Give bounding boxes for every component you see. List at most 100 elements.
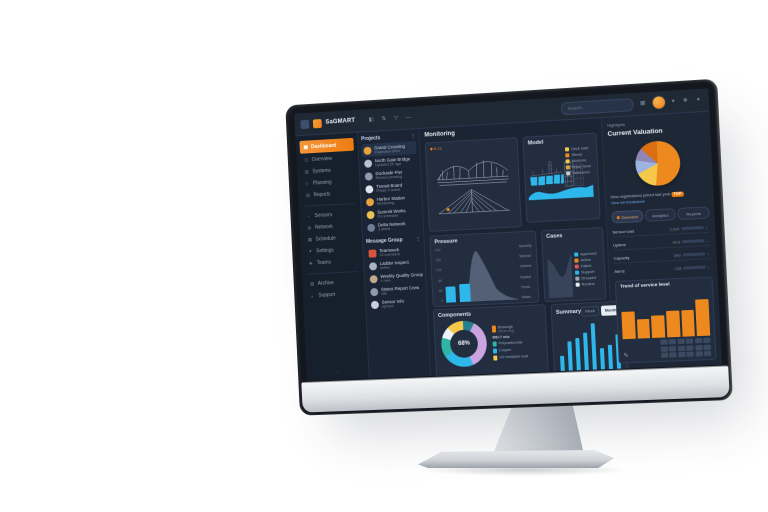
- dashboard-body: ▣ Dashboard ◳ Overview ▤ Systems ◇ Planning…: [295, 111, 722, 381]
- grid-cell: [660, 352, 668, 358]
- components-donut: 68%: [440, 319, 488, 368]
- legend-label: Stress: [571, 152, 583, 158]
- table-row[interactable]: Alerts 128 ↓: [614, 264, 710, 274]
- team-sub: online: [379, 265, 390, 271]
- project-avatar: [363, 146, 372, 155]
- sidebar-item-support[interactable]: ◖ Support: [307, 289, 361, 301]
- legend-label: Deck load: [571, 146, 589, 152]
- pressure-card[interactable]: Pressure 200 160 120 80 40 0: [429, 230, 540, 308]
- topbar-right: ▦ ▾ ❖ ✦: [561, 93, 703, 116]
- bar: [583, 332, 590, 375]
- nav-icon-3[interactable]: ▽: [393, 115, 399, 122]
- logo-square-icon: [300, 119, 310, 129]
- bar: [621, 311, 636, 340]
- team-avatar: [368, 248, 377, 258]
- sidebar-item-archive[interactable]: ▧ Archive: [306, 277, 360, 289]
- project-avatar: [365, 197, 375, 206]
- bar: [551, 256, 554, 298]
- edit-icon[interactable]: ✎: [623, 353, 629, 360]
- bridge-drawings-card[interactable]: ◆ B-12: [424, 137, 522, 232]
- share-icon[interactable]: ❖: [682, 97, 688, 105]
- table-row[interactable]: Capacity 640 ↑: [613, 249, 712, 264]
- network-icon: ◍: [307, 225, 312, 231]
- row-charts: Pressure 200 160 120 80 40 0: [429, 226, 607, 308]
- label: Systems: [312, 167, 332, 175]
- dashboard-icon: ▣: [303, 143, 309, 151]
- avatar[interactable]: [651, 95, 666, 111]
- teams-menu-icon[interactable]: ⋮: [415, 236, 421, 243]
- bar: [564, 274, 566, 298]
- team-row[interactable]: Sensor Info synced: [369, 296, 424, 311]
- sidebar-divider: [307, 271, 358, 275]
- sidebar: ▣ Dashboard ◳ Overview ▤ Systems ◇ Planning…: [295, 132, 370, 381]
- sidebar-item-sensors[interactable]: ◔ Sensors: [303, 209, 357, 222]
- model-card[interactable]: Model: [522, 132, 601, 223]
- sidebar-item-teams[interactable]: ◈ Teams: [305, 256, 359, 268]
- sidebar-scroll-dots[interactable]: ··: [335, 369, 340, 376]
- nav-icon-4[interactable]: —: [405, 114, 412, 121]
- components-card[interactable]: Components 68% Bearings Steel ring: [432, 304, 550, 381]
- bar: [575, 338, 582, 375]
- apps-icon[interactable]: ✦: [695, 96, 701, 104]
- donut-center-label: 68%: [457, 340, 471, 348]
- project-avatar: [365, 184, 374, 194]
- project-sub: 3 alerts: [378, 226, 391, 232]
- project-avatar: [364, 159, 373, 168]
- team-sub: synced: [381, 304, 394, 309]
- projects-menu-icon[interactable]: ⋮: [410, 133, 416, 140]
- project-avatar: [366, 210, 375, 219]
- tab-reports[interactable]: Reports: [677, 206, 710, 221]
- bar: [459, 283, 471, 303]
- project-sub: Updated 2h ago: [374, 161, 402, 168]
- project-sub: Phase 2 active: [376, 187, 401, 193]
- caret-icon[interactable]: ▾: [671, 98, 675, 105]
- monitor-stand-base: [418, 450, 614, 468]
- tab-analytics[interactable]: Analytics: [644, 208, 677, 222]
- project-row[interactable]: Delta Network 3 alerts: [365, 218, 420, 234]
- reports-icon: ▥: [305, 192, 311, 198]
- support-icon: ◖: [310, 293, 314, 299]
- legend-swatch: [565, 159, 570, 164]
- tab-overview[interactable]: Overview: [611, 209, 643, 224]
- nav-icon-1[interactable]: ◧: [368, 116, 374, 124]
- grid-cell: [669, 352, 677, 358]
- grid-cell: [677, 351, 686, 358]
- grid-cell: [703, 344, 711, 350]
- tab-dot: [616, 215, 620, 219]
- pressure-side-labels: Severity Spread Volume Impact Trend Totals: [518, 243, 532, 300]
- sidebar-item-settings[interactable]: ✦ Settings: [304, 244, 358, 257]
- label: Teams: [316, 259, 332, 267]
- grid-icon[interactable]: ▦: [639, 100, 646, 107]
- y-axis: 200 160 120 80 40 0: [434, 248, 444, 303]
- grid-cell: [703, 337, 711, 343]
- sidebar-item-network[interactable]: ◍ Network: [303, 221, 357, 234]
- nav-icon-2[interactable]: ⇅: [381, 116, 387, 123]
- project-sub: Monitoring: [376, 200, 395, 206]
- project-avatar: [364, 171, 373, 181]
- breakdown-link[interactable]: View full breakdown: [610, 199, 646, 206]
- label: Planning: [312, 179, 332, 187]
- sidebar-item-schedule[interactable]: ▦ Schedule: [304, 233, 358, 246]
- cases-card[interactable]: Cases Approved Activ: [540, 226, 607, 303]
- sidebar-item-systems[interactable]: ▤ Systems: [301, 164, 355, 177]
- teams-icon: ◈: [308, 260, 313, 266]
- grid-cell: [686, 344, 694, 351]
- label: Sensors: [314, 212, 333, 219]
- sidebar-item-reports[interactable]: ▥ Reports: [302, 188, 356, 201]
- pressure-plot: [443, 244, 519, 303]
- search-input[interactable]: [561, 97, 635, 115]
- teams-title: Message Group: [365, 237, 403, 245]
- sidebar-item-dashboard[interactable]: ▣ Dashboard: [299, 137, 354, 154]
- legend-label: Moisture: [571, 158, 587, 164]
- planning-icon: ◇: [305, 180, 309, 186]
- bridge-marker-dot: [446, 208, 450, 212]
- trend-card[interactable]: Trend of service level ✎: [614, 276, 717, 364]
- table-row[interactable]: Sensor load 1,024 ↑: [612, 222, 711, 238]
- sidebar-item-planning[interactable]: ◇ Planning: [301, 176, 355, 189]
- row-monitoring: ◆ B-12: [424, 132, 601, 232]
- schedule-icon: ▦: [307, 236, 313, 242]
- table-row[interactable]: Uptime 99.9 –: [612, 235, 711, 251]
- grid-cell: [685, 338, 694, 344]
- sidebar-item-overview[interactable]: ◳ Overview: [300, 153, 354, 166]
- trend-bars: [620, 289, 711, 340]
